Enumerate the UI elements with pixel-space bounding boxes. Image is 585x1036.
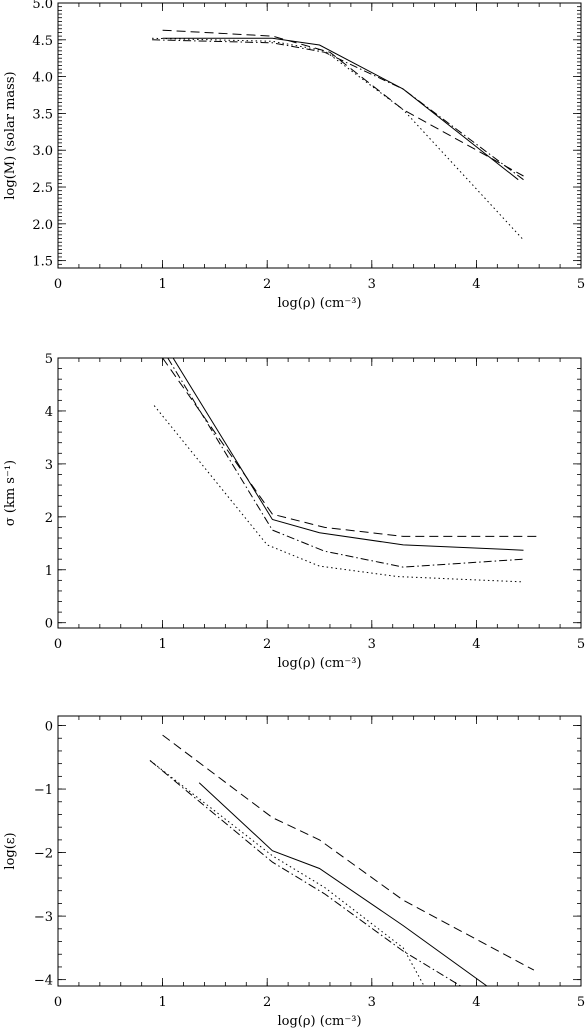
y-tick-label: 3.5 bbox=[32, 107, 53, 122]
series-line-solid bbox=[172, 358, 524, 551]
y-tick-label: 4 bbox=[45, 405, 53, 420]
x-tick-label: 5 bbox=[577, 277, 585, 292]
series-line-solid bbox=[198, 782, 488, 986]
y-axis-label: log(M) (solar mass) bbox=[3, 71, 18, 199]
x-tick-label: 5 bbox=[577, 637, 585, 652]
x-tick-label: 3 bbox=[368, 995, 376, 1010]
plot-frame bbox=[57, 715, 582, 987]
series-line-dashdot bbox=[167, 358, 524, 568]
y-tick-label: 5 bbox=[45, 352, 53, 367]
y-tick-label: 2 bbox=[45, 511, 53, 526]
series-line-dashdot bbox=[149, 760, 461, 986]
x-tick-label: 0 bbox=[54, 277, 62, 292]
x-axis-label: log(ρ) (cm⁻³) bbox=[277, 296, 361, 311]
x-tick-label: 2 bbox=[263, 995, 271, 1010]
series-line-solid bbox=[162, 37, 519, 181]
x-tick-label: 4 bbox=[472, 637, 480, 652]
x-tick-label: 1 bbox=[158, 637, 166, 652]
y-axis-label: log(ε) bbox=[3, 832, 18, 869]
x-tick-label: 0 bbox=[54, 995, 62, 1010]
x-tick-label: 2 bbox=[263, 637, 271, 652]
chart-panel-3: 0 1 2 3 4 5 −4 −3 −2 −1 0 log(ρ) (cm⁻³) log(ε) bbox=[3, 715, 585, 1029]
x-tick-label: 1 bbox=[158, 995, 166, 1010]
x-tick-label: 3 bbox=[368, 277, 376, 292]
series-line-dotted bbox=[153, 405, 524, 583]
chart-panel-1: 0 1 2 3 4 5 1.5 2.0 2.5 3.0 3.5 4.0 4.5 5.0 log(ρ) (cm… bbox=[3, 0, 585, 311]
plot-frame bbox=[57, 357, 582, 629]
y-tick-label: −1 bbox=[34, 783, 53, 798]
y-tick-label: 1 bbox=[45, 564, 53, 579]
y-tick-label: 4.0 bbox=[32, 71, 53, 86]
series-line-dotted bbox=[149, 760, 425, 986]
y-tick-label: 0 bbox=[45, 617, 53, 632]
y-tick-label: −2 bbox=[34, 847, 53, 862]
y-tick-label: 0 bbox=[45, 720, 53, 735]
y-tick-label: 2.5 bbox=[32, 181, 53, 196]
y-tick-label: 3.0 bbox=[32, 144, 53, 159]
x-tick-label: 5 bbox=[577, 995, 585, 1010]
x-tick-label: 0 bbox=[54, 637, 62, 652]
series-line-dashed bbox=[162, 29, 524, 177]
y-tick-label: −3 bbox=[34, 910, 53, 925]
y-tick-label: 1.5 bbox=[32, 255, 53, 270]
x-tick-label: 2 bbox=[263, 277, 271, 292]
x-tick-label: 3 bbox=[368, 637, 376, 652]
y-tick-label: 4.5 bbox=[32, 34, 53, 49]
y-tick-label: 5.0 bbox=[32, 0, 53, 12]
x-tick-label: 4 bbox=[472, 995, 480, 1010]
plot-frame bbox=[57, 2, 582, 269]
chart-panel-2: 0 1 2 3 4 5 0 1 2 3 4 5 log(ρ) (cm⁻³) σ (km s⁻¹) bbox=[3, 352, 585, 671]
x-tick-label: 4 bbox=[472, 277, 480, 292]
x-axis-label: log(ρ) (cm⁻³) bbox=[277, 1014, 361, 1029]
x-tick-label: 1 bbox=[158, 277, 166, 292]
series-line-dashed bbox=[162, 734, 535, 971]
y-tick-label: 3 bbox=[45, 458, 53, 473]
series-line-dotted bbox=[152, 37, 524, 241]
y-tick-label: −4 bbox=[34, 974, 53, 989]
series-line-dashed bbox=[162, 358, 540, 537]
x-axis-label: log(ρ) (cm⁻³) bbox=[277, 656, 361, 671]
y-axis-label: σ (km s⁻¹) bbox=[3, 460, 18, 526]
y-tick-label: 2.0 bbox=[32, 218, 53, 233]
series-line-dashdot bbox=[152, 39, 524, 181]
